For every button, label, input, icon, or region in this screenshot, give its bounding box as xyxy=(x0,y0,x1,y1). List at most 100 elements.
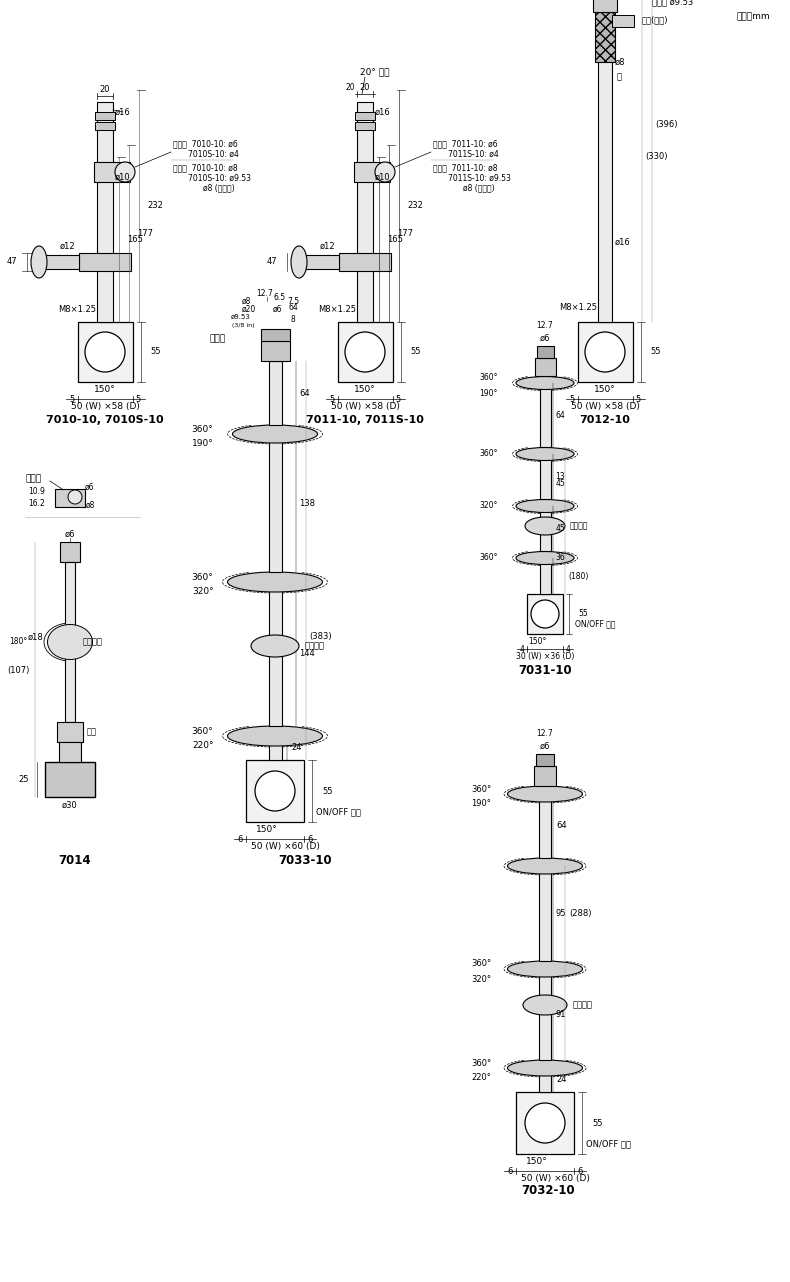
Bar xyxy=(539,794,551,858)
Text: 177: 177 xyxy=(137,229,153,238)
Bar xyxy=(269,362,281,426)
Bar xyxy=(534,767,556,786)
Text: 20: 20 xyxy=(345,82,355,91)
Text: 轴套孔  7011-10: ø8: 轴套孔 7011-10: ø8 xyxy=(433,164,498,173)
Bar xyxy=(536,346,554,358)
Bar xyxy=(337,322,393,382)
Bar xyxy=(246,760,304,822)
Ellipse shape xyxy=(507,1060,582,1076)
Bar xyxy=(536,754,554,767)
Ellipse shape xyxy=(516,377,574,390)
Text: 7011S-10: ø9.53: 7011S-10: ø9.53 xyxy=(448,173,511,182)
Text: 150°: 150° xyxy=(594,386,616,395)
Ellipse shape xyxy=(507,962,582,977)
Text: 360°: 360° xyxy=(192,424,213,433)
Bar xyxy=(595,12,615,62)
Bar xyxy=(59,742,81,762)
Text: 95: 95 xyxy=(556,909,566,918)
Ellipse shape xyxy=(516,551,574,564)
Text: 232: 232 xyxy=(147,201,163,210)
Bar xyxy=(42,255,79,269)
Text: 165: 165 xyxy=(127,236,143,245)
Text: 165: 165 xyxy=(387,236,403,245)
Text: 6: 6 xyxy=(237,835,243,844)
Text: (3/8 in): (3/8 in) xyxy=(232,323,254,327)
Text: 20° 可调: 20° 可调 xyxy=(360,68,389,77)
Bar xyxy=(540,558,551,594)
Text: 190°: 190° xyxy=(479,388,498,397)
Text: 16.2: 16.2 xyxy=(28,499,45,508)
Text: 360°: 360° xyxy=(192,727,213,736)
Bar xyxy=(261,329,289,341)
Text: 5: 5 xyxy=(69,395,74,404)
Text: 138: 138 xyxy=(299,499,315,508)
Text: 20: 20 xyxy=(359,83,371,92)
Bar xyxy=(577,322,633,382)
Text: ø8: ø8 xyxy=(615,58,626,67)
Text: 轴套孔 ø9.53: 轴套孔 ø9.53 xyxy=(652,0,694,6)
Circle shape xyxy=(115,162,135,182)
Text: 5: 5 xyxy=(396,395,401,404)
Text: 220°: 220° xyxy=(471,1073,491,1082)
Text: 55: 55 xyxy=(411,347,421,356)
Bar xyxy=(269,435,281,572)
Bar xyxy=(57,722,83,742)
Text: ø6: ø6 xyxy=(85,482,95,491)
Bar xyxy=(65,562,75,722)
Text: 刷: 刷 xyxy=(617,73,622,82)
Text: 360°: 360° xyxy=(471,785,491,794)
Bar xyxy=(527,594,563,635)
Circle shape xyxy=(68,490,82,504)
Bar xyxy=(355,112,375,121)
Bar xyxy=(97,103,113,322)
Text: 50 (W) ×58 (D): 50 (W) ×58 (D) xyxy=(570,401,639,410)
Bar xyxy=(354,162,390,182)
Text: ø8: ø8 xyxy=(85,500,95,509)
Text: ø6: ø6 xyxy=(273,305,283,314)
Ellipse shape xyxy=(507,858,582,874)
Text: 燕尾榫: 燕尾榫 xyxy=(210,335,226,344)
Circle shape xyxy=(345,332,385,372)
Text: 5: 5 xyxy=(569,395,574,404)
Text: 8: 8 xyxy=(291,314,295,323)
Bar xyxy=(95,112,115,121)
Text: ø10: ø10 xyxy=(375,173,390,182)
Text: 180°: 180° xyxy=(9,637,27,646)
Text: 232: 232 xyxy=(407,201,423,210)
Bar xyxy=(45,762,95,797)
Text: 55: 55 xyxy=(650,347,661,356)
Text: 144: 144 xyxy=(299,650,315,659)
Text: ø16: ø16 xyxy=(115,108,131,117)
Text: 55: 55 xyxy=(322,786,333,796)
Ellipse shape xyxy=(291,246,307,278)
Text: ø6: ø6 xyxy=(540,333,551,342)
Text: 360°: 360° xyxy=(192,573,213,582)
Text: 55: 55 xyxy=(151,347,161,356)
Text: 360°: 360° xyxy=(479,373,498,382)
Text: 30 (W) ×36 (D): 30 (W) ×36 (D) xyxy=(516,651,574,660)
Circle shape xyxy=(85,332,125,372)
Text: 150°: 150° xyxy=(354,386,376,395)
Text: ON/OFF 开关: ON/OFF 开关 xyxy=(575,619,615,628)
Text: 13: 13 xyxy=(555,472,565,481)
Bar xyxy=(539,867,551,962)
Text: M8×1.25: M8×1.25 xyxy=(318,305,356,314)
Bar xyxy=(269,736,281,760)
Text: 锁紧旋钮: 锁紧旋钮 xyxy=(570,522,589,531)
Ellipse shape xyxy=(228,572,322,592)
Text: ø16: ø16 xyxy=(615,237,630,246)
Text: 64: 64 xyxy=(299,388,310,397)
Ellipse shape xyxy=(232,426,318,444)
Text: 7014: 7014 xyxy=(58,854,92,867)
Text: 36: 36 xyxy=(555,554,566,563)
Text: ø12: ø12 xyxy=(59,241,75,250)
Ellipse shape xyxy=(47,624,92,659)
Bar xyxy=(77,322,133,382)
Bar xyxy=(79,253,131,271)
Bar xyxy=(95,122,115,129)
Bar xyxy=(60,542,80,562)
Text: 7010S-10: ø9.53: 7010S-10: ø9.53 xyxy=(188,173,251,182)
Text: 64: 64 xyxy=(556,822,566,831)
Text: 24: 24 xyxy=(556,1076,566,1085)
Text: 7012-10: 7012-10 xyxy=(580,415,630,426)
